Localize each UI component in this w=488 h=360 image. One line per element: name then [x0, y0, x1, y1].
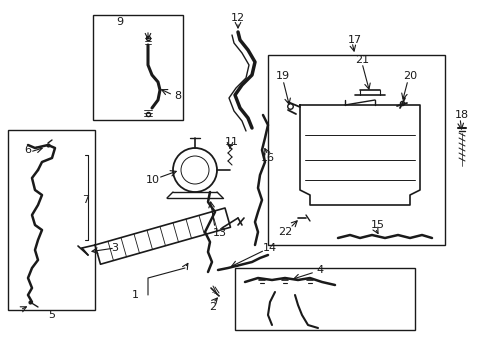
Text: 19: 19	[275, 71, 289, 81]
Text: 2: 2	[209, 302, 216, 312]
Bar	[93, 15, 183, 120]
Text: 20: 20	[402, 71, 416, 81]
Text: 11: 11	[224, 137, 239, 147]
Text: 8: 8	[174, 91, 181, 101]
Bar	[235, 268, 414, 330]
Text: 16: 16	[261, 153, 274, 163]
Text: 12: 12	[230, 13, 244, 23]
Text: 4: 4	[316, 265, 323, 275]
Text: 9: 9	[116, 17, 123, 27]
Text: 15: 15	[370, 220, 384, 230]
Text: 13: 13	[213, 228, 226, 238]
Bar	[267, 55, 444, 245]
Text: 3: 3	[111, 243, 118, 253]
Text: 18: 18	[454, 110, 468, 120]
Text: 5: 5	[48, 310, 55, 320]
Text: 14: 14	[263, 243, 277, 253]
Text: 7: 7	[82, 195, 89, 205]
Bar	[8, 130, 95, 310]
Text: 17: 17	[347, 35, 361, 45]
Text: 6: 6	[24, 145, 31, 155]
Text: 21: 21	[354, 55, 368, 65]
Text: 1: 1	[131, 290, 138, 300]
Text: 10: 10	[146, 175, 160, 185]
Text: 22: 22	[277, 227, 291, 237]
